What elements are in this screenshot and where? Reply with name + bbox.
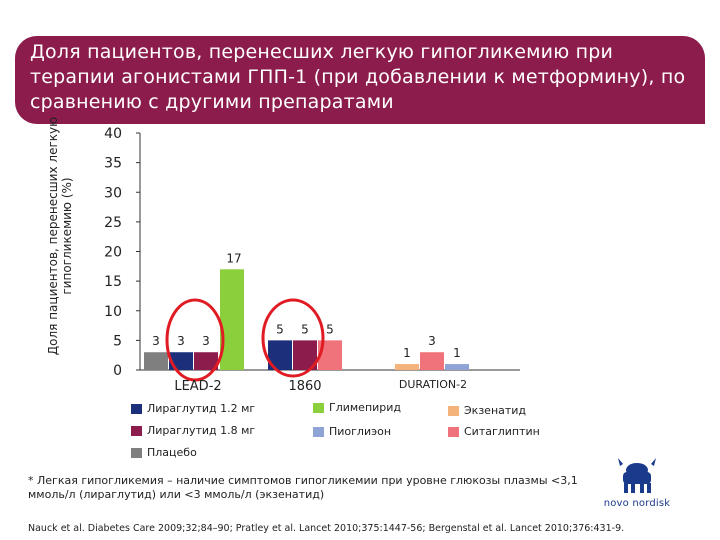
- legend-swatch: [131, 403, 142, 414]
- x-group-label: 1860: [288, 379, 321, 394]
- bar-value-label: 5: [326, 322, 334, 336]
- bar-chart: 0 5 10 15 20 25 30 35 40 3 3 3 17 5 5 5 1 3 1 LEAD-2 1860 D…: [104, 126, 520, 394]
- legend-label: Глимепирид: [329, 401, 402, 414]
- legend-swatch: [313, 402, 324, 413]
- legend-item: Лираглутид 1.8 мг: [131, 424, 255, 437]
- legend-item: Ситаглиптин: [448, 425, 540, 438]
- bar: [445, 364, 469, 370]
- y-tick-label: 20: [104, 245, 122, 261]
- legend-label: Экзенатид: [464, 404, 527, 417]
- legend-label: Лираглутид 1.8 мг: [147, 424, 256, 437]
- legend-item: Пиоглиэон: [313, 425, 391, 438]
- title-band: [15, 36, 705, 124]
- legend-label: Пиоглиэон: [329, 425, 392, 438]
- bar-value-label: 3: [152, 334, 160, 348]
- x-group-label: DURATION-2: [399, 378, 467, 391]
- bar: [220, 269, 244, 370]
- y-tick-label: 10: [104, 304, 122, 320]
- legend-label: Ситаглиптин: [464, 425, 540, 438]
- highlight-circle-1860: [261, 298, 325, 378]
- slide-title: Доля пациентов, перенесших легкую гипогл…: [30, 41, 686, 113]
- bar-value-label: 5: [301, 322, 309, 336]
- bar-value-label: 1: [403, 346, 411, 360]
- legend-swatch: [131, 447, 142, 458]
- legend-swatch: [448, 405, 459, 416]
- bar: [144, 352, 168, 370]
- group-labels: LEAD-2 1860 DURATION-2: [174, 378, 467, 394]
- bar-value-label: 5: [276, 322, 284, 336]
- data-labels: 3 3 3 17 5 5 5 1 3 1: [152, 251, 461, 360]
- bull-icon: [618, 458, 656, 493]
- y-tick-label: 30: [104, 185, 122, 201]
- bars: [144, 269, 469, 382]
- highlight-circle-lead2: [165, 298, 225, 382]
- y-tick-label: 35: [104, 156, 122, 172]
- footnote: * Легкая гипогликемия – наличие симптомо…: [28, 474, 578, 501]
- y-tick-label: 15: [104, 274, 122, 290]
- legend-item: Глимепирид: [313, 401, 401, 414]
- bar-value-label: 1: [453, 346, 461, 360]
- legend-label: Лираглутид 1.2 мг: [147, 402, 256, 415]
- legend-item: Экзенатид: [448, 404, 526, 417]
- legend-item: Плацебо: [131, 446, 197, 459]
- logo-text: novo nordisk: [603, 498, 671, 509]
- bar-value-label: 3: [428, 334, 436, 348]
- legend-swatch: [448, 426, 459, 437]
- bar-value-label: 17: [226, 251, 241, 265]
- bar-value-label: 3: [202, 334, 210, 348]
- legend-label: Плацебо: [147, 446, 197, 459]
- x-group-label: LEAD-2: [174, 379, 221, 394]
- legend-swatch: [313, 426, 324, 437]
- y-tick-label: 40: [104, 126, 122, 142]
- legend-swatch: [131, 425, 142, 436]
- y-tick-label: 0: [113, 363, 122, 379]
- legend-item: Лираглутид 1.2 мг: [131, 402, 255, 415]
- bar: [194, 352, 218, 370]
- y-tick-label: 5: [113, 333, 122, 349]
- references: Nauck et al. Diabetes Care 2009;32;84–90…: [28, 523, 625, 534]
- bar-value-label: 3: [177, 334, 185, 348]
- bar: [395, 364, 419, 370]
- novo-nordisk-logo: novo nordisk: [594, 456, 680, 512]
- y-tick-label: 25: [104, 215, 122, 231]
- bar: [420, 352, 444, 370]
